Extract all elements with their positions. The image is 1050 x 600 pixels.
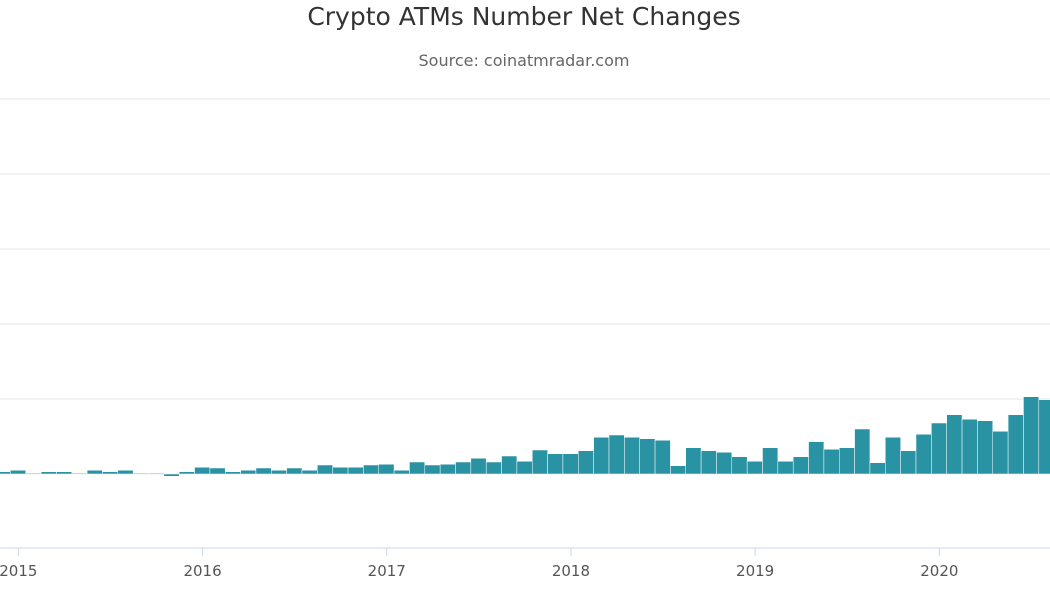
bar — [225, 471, 241, 475]
bar — [670, 465, 687, 475]
bar — [71, 473, 88, 475]
bar — [700, 450, 717, 475]
bar — [163, 473, 180, 477]
x-tick-label: 2016 — [183, 562, 221, 580]
bar — [1007, 414, 1024, 475]
bar — [578, 450, 594, 475]
x-tick-label: 2020 — [920, 562, 958, 580]
bar — [854, 428, 871, 475]
chart-subtitle: Source: coinatmradar.com — [418, 51, 630, 70]
bar — [731, 456, 748, 475]
bar — [0, 471, 11, 475]
bar — [532, 449, 548, 475]
bar — [654, 440, 671, 475]
bar — [301, 470, 318, 475]
bar — [685, 447, 702, 475]
bar — [209, 467, 226, 475]
bar — [869, 462, 886, 475]
bar — [40, 471, 57, 475]
bar — [148, 473, 165, 475]
bar — [363, 464, 379, 475]
bar — [547, 453, 564, 475]
bar — [86, 470, 103, 475]
bar — [516, 461, 533, 475]
bar — [639, 438, 656, 475]
bar — [762, 447, 779, 475]
bar — [961, 419, 978, 475]
x-tick-label: 2018 — [552, 562, 590, 580]
x-tick-label: 2019 — [736, 562, 774, 580]
bar — [102, 471, 119, 475]
bar — [194, 467, 211, 475]
bar — [823, 449, 840, 475]
bar — [839, 447, 855, 475]
bar — [608, 434, 625, 475]
bar — [332, 467, 349, 475]
bar — [777, 461, 794, 475]
bar — [808, 441, 825, 475]
bar — [117, 470, 134, 475]
bar — [56, 471, 73, 475]
bar — [271, 470, 287, 475]
bar — [624, 437, 640, 475]
bar — [977, 420, 994, 475]
bar — [10, 470, 26, 475]
bar — [900, 450, 917, 475]
bar — [593, 437, 610, 475]
bar — [716, 452, 733, 475]
x-tick-label: 2017 — [368, 562, 406, 580]
x-tick-label: 2015 — [0, 562, 37, 580]
bar — [25, 473, 42, 475]
bar — [178, 471, 195, 475]
chart-title: Crypto ATMs Number Net Changes — [307, 2, 741, 31]
bar — [1023, 396, 1040, 475]
bar — [746, 461, 763, 475]
bar — [885, 437, 901, 475]
bar — [378, 464, 395, 475]
bar — [992, 431, 1009, 475]
bar — [240, 470, 257, 475]
bar — [1038, 399, 1050, 475]
bar — [915, 434, 932, 475]
bar — [409, 461, 426, 475]
bar — [132, 473, 149, 475]
bar — [255, 467, 272, 475]
bar — [439, 464, 456, 475]
bar — [792, 456, 809, 475]
bar — [946, 414, 963, 475]
bar — [470, 458, 487, 475]
bar — [501, 455, 518, 475]
bar — [286, 467, 303, 475]
bar — [562, 453, 579, 475]
bar — [931, 422, 947, 475]
bar — [424, 464, 441, 475]
bar — [317, 464, 333, 475]
bar — [393, 470, 410, 475]
bar — [485, 461, 502, 475]
bar — [455, 461, 472, 475]
bar — [347, 467, 364, 475]
